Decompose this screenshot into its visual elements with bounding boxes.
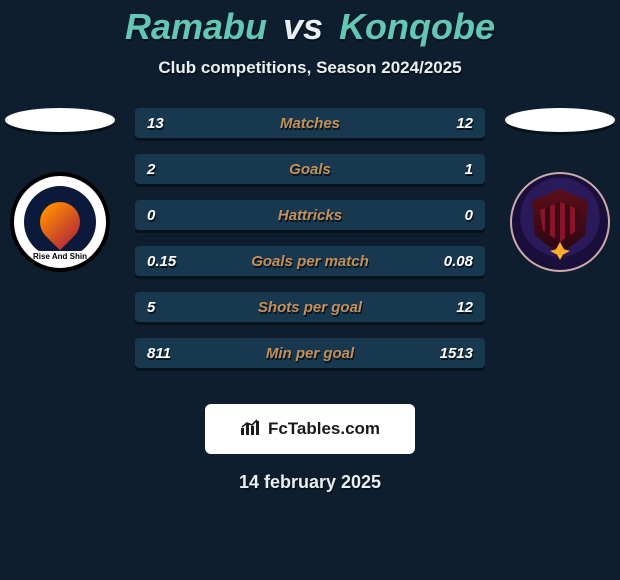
stat-label: Matches — [207, 115, 413, 132]
left-player-silhouette — [5, 108, 115, 132]
stat-row-goals: 2 Goals 1 — [135, 154, 485, 184]
stat-label: Min per goal — [207, 345, 413, 362]
player-right-name: Konqobe — [339, 6, 495, 47]
vs-text: vs — [283, 6, 323, 47]
title: Ramabu vs Konqobe — [0, 6, 620, 48]
player-left-name: Ramabu — [125, 6, 267, 47]
stats-list: 13 Matches 12 2 Goals 1 0 Hattricks 0 0.… — [135, 108, 485, 384]
stat-right: 12 — [413, 299, 473, 316]
stat-row-gpm: 0.15 Goals per match 0.08 — [135, 246, 485, 276]
header: Ramabu vs Konqobe Club competitions, Sea… — [0, 0, 620, 78]
brand-text: FcTables.com — [268, 419, 380, 439]
right-player-silhouette — [505, 108, 615, 132]
comparison-card: Ramabu vs Konqobe Club competitions, Sea… — [0, 0, 620, 580]
stat-right: 12 — [413, 115, 473, 132]
stat-right: 1513 — [413, 345, 473, 362]
stat-label: Goals — [207, 161, 413, 178]
stat-label: Hattricks — [207, 207, 413, 224]
stat-label: Goals per match — [207, 253, 413, 270]
stat-right: 1 — [413, 161, 473, 178]
left-side: Rise And Shin — [0, 108, 120, 272]
stat-left: 2 — [147, 161, 207, 178]
stat-left: 0.15 — [147, 253, 207, 270]
stat-row-hattricks: 0 Hattricks 0 — [135, 200, 485, 230]
stat-label: Shots per goal — [207, 299, 413, 316]
right-club-badge — [510, 172, 610, 272]
stat-left: 13 — [147, 115, 207, 132]
left-club-badge: Rise And Shin — [10, 172, 110, 272]
content-row: Rise And Shin 13 Matches 12 2 Goals 1 0 … — [0, 108, 620, 384]
stat-left: 0 — [147, 207, 207, 224]
stat-left: 5 — [147, 299, 207, 316]
subtitle: Club competitions, Season 2024/2025 — [0, 58, 620, 78]
brand-card[interactable]: FcTables.com — [205, 404, 415, 454]
stat-row-matches: 13 Matches 12 — [135, 108, 485, 138]
left-club-ribbon: Rise And Shin — [28, 251, 92, 262]
date-text: 14 february 2025 — [0, 472, 620, 493]
right-side — [500, 108, 620, 272]
stat-row-mpg: 811 Min per goal 1513 — [135, 338, 485, 368]
stat-right: 0.08 — [413, 253, 473, 270]
chart-icon — [240, 418, 262, 441]
stat-left: 811 — [147, 345, 207, 362]
stat-right: 0 — [413, 207, 473, 224]
stat-row-spg: 5 Shots per goal 12 — [135, 292, 485, 322]
